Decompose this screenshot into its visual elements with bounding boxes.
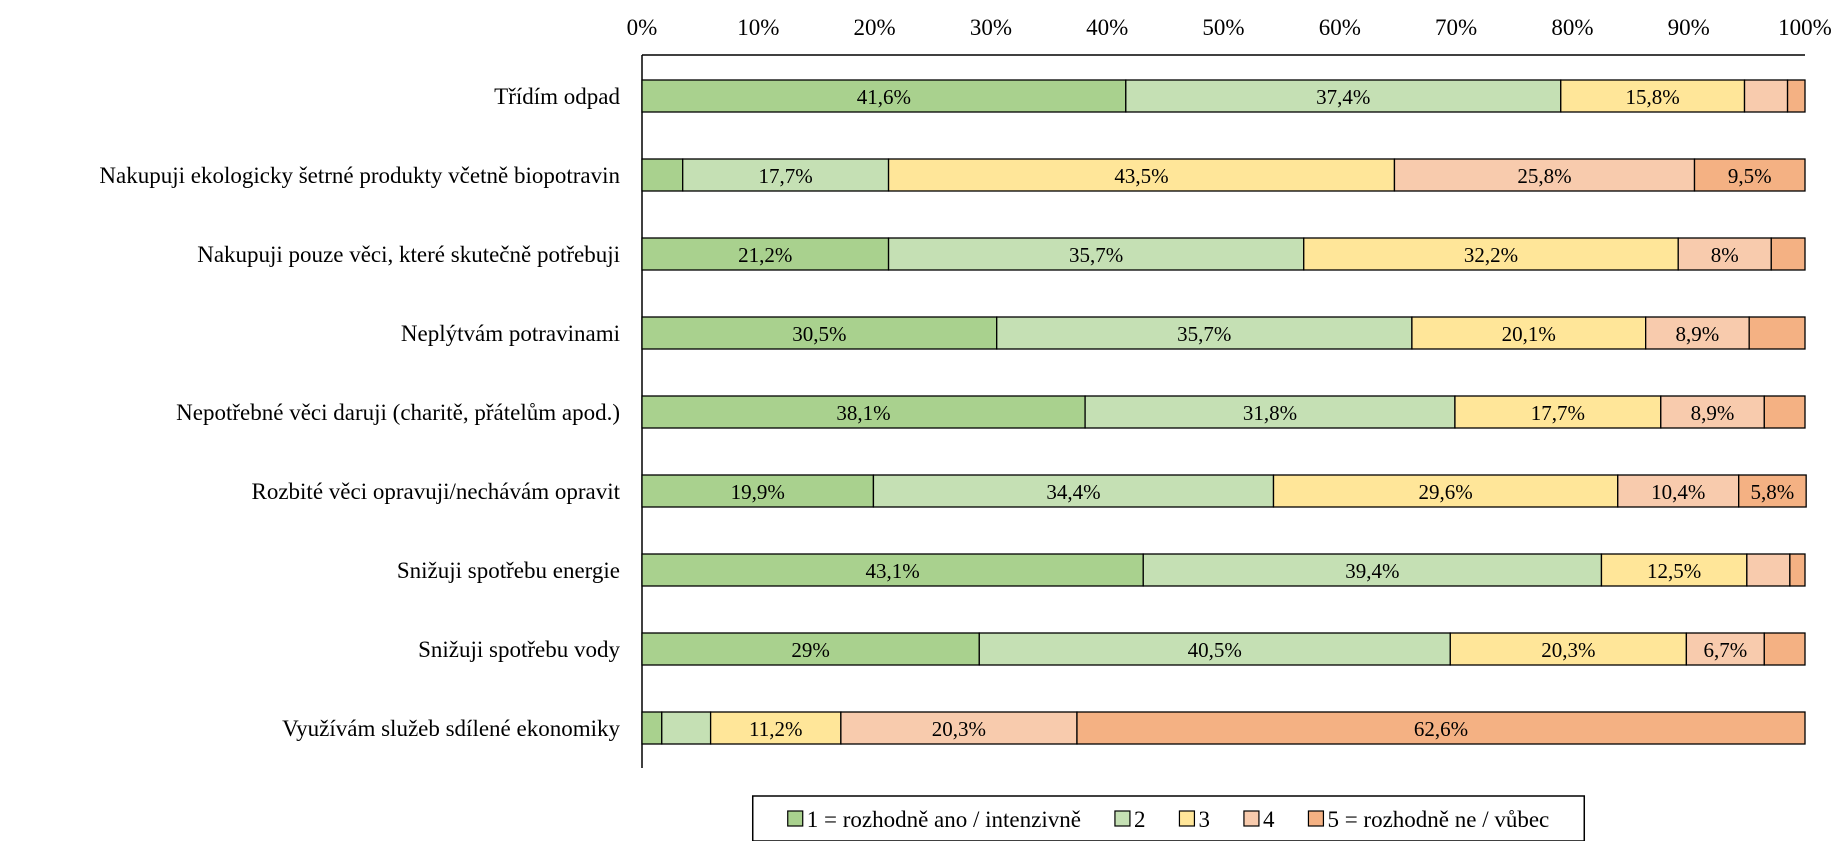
data-label: 29,6% xyxy=(1419,480,1473,504)
x-tick-label: 80% xyxy=(1551,15,1593,40)
data-label: 37,4% xyxy=(1316,85,1370,109)
data-label: 43,1% xyxy=(866,559,920,583)
legend-label: 3 xyxy=(1198,807,1210,832)
bar-segment xyxy=(642,712,662,744)
data-label: 40,5% xyxy=(1188,638,1242,662)
legend-label: 4 xyxy=(1263,807,1275,832)
x-axis: 0% 10% 20% 30% 40% 50% 60% 70% 80% 90% 100% xyxy=(627,15,1832,55)
data-label: 39,4% xyxy=(1345,559,1399,583)
category-label: Snižuji spotřebu vody xyxy=(418,637,620,662)
data-label: 43,5% xyxy=(1114,164,1168,188)
data-label: 8,9% xyxy=(1676,322,1720,346)
bar-segment xyxy=(1771,238,1805,270)
data-label: 25,8% xyxy=(1517,164,1571,188)
category-label: Třídím odpad xyxy=(494,84,620,109)
data-label: 62,6% xyxy=(1414,717,1468,741)
bar-segment xyxy=(642,159,683,191)
legend-swatch xyxy=(1115,811,1130,826)
data-label: 8% xyxy=(1711,243,1739,267)
category-label: Nepotřebné věci daruji (charitě, přátelů… xyxy=(176,400,620,425)
bar-segment xyxy=(1745,80,1788,112)
bar-segment xyxy=(662,712,711,744)
data-label: 17,7% xyxy=(759,164,813,188)
bar-segment xyxy=(1788,80,1805,112)
data-label: 19,9% xyxy=(731,480,785,504)
data-label: 11,2% xyxy=(749,717,802,741)
legend-label: 5 = rozhodně ne / vůbec xyxy=(1327,807,1549,832)
legend-label: 1 = rozhodně ano / intenzivně xyxy=(807,807,1081,832)
legend-label: 2 xyxy=(1134,807,1146,832)
data-label: 20,3% xyxy=(1541,638,1595,662)
data-label: 20,3% xyxy=(932,717,986,741)
x-tick-label: 90% xyxy=(1668,15,1710,40)
data-label: 5,8% xyxy=(1751,480,1795,504)
data-label: 21,2% xyxy=(738,243,792,267)
x-tick-label: 0% xyxy=(627,15,658,40)
x-tick-label: 70% xyxy=(1435,15,1477,40)
category-label: Neplýtvám potravinami xyxy=(401,321,620,346)
data-label: 12,5% xyxy=(1647,559,1701,583)
category-label: Využívám služeb sdílené ekonomiky xyxy=(282,716,620,741)
x-tick-label: 20% xyxy=(854,15,896,40)
data-label: 35,7% xyxy=(1069,243,1123,267)
x-tick-label: 40% xyxy=(1086,15,1128,40)
data-label: 29% xyxy=(791,638,830,662)
data-label: 17,7% xyxy=(1531,401,1585,425)
bar-segment xyxy=(1749,317,1805,349)
x-tick-label: 100% xyxy=(1778,15,1832,40)
legend: 1 = rozhodně ano / intenzivně 2 3 4 5 = rozh… xyxy=(753,796,1585,841)
bar-segment xyxy=(1764,633,1805,665)
data-label: 8,9% xyxy=(1691,401,1735,425)
data-label: 20,1% xyxy=(1502,322,1556,346)
data-label: 35,7% xyxy=(1177,322,1231,346)
bar-segment xyxy=(1764,396,1805,428)
legend-swatch xyxy=(788,811,803,826)
data-label: 32,2% xyxy=(1464,243,1518,267)
data-label: 15,8% xyxy=(1626,85,1680,109)
data-label: 41,6% xyxy=(857,85,911,109)
bar-segment xyxy=(1747,554,1790,586)
category-label: Snižuji spotřebu energie xyxy=(397,558,620,583)
category-label: Nakupuji ekologicky šetrné produkty včet… xyxy=(99,163,620,188)
data-label: 31,8% xyxy=(1243,401,1297,425)
x-tick-label: 60% xyxy=(1319,15,1361,40)
x-tick-label: 10% xyxy=(737,15,779,40)
legend-swatch xyxy=(1179,811,1194,826)
data-label: 34,4% xyxy=(1046,480,1100,504)
category-label: Nakupuji pouze věci, které skutečně potř… xyxy=(197,242,620,267)
bar-segment xyxy=(1790,554,1805,586)
x-tick-label: 50% xyxy=(1202,15,1244,40)
x-tick-label: 30% xyxy=(970,15,1012,40)
data-label: 30,5% xyxy=(792,322,846,346)
data-label: 9,5% xyxy=(1728,164,1772,188)
y-axis: Třídím odpad Nakupuji ekologicky šetrné p… xyxy=(99,55,642,768)
legend-swatch xyxy=(1244,811,1259,826)
legend-swatch xyxy=(1308,811,1323,826)
data-label: 6,7% xyxy=(1703,638,1747,662)
category-label: Rozbité věci opravuji/nechávám opravit xyxy=(251,479,620,504)
data-label: 38,1% xyxy=(836,401,890,425)
data-label: 10,4% xyxy=(1651,480,1705,504)
